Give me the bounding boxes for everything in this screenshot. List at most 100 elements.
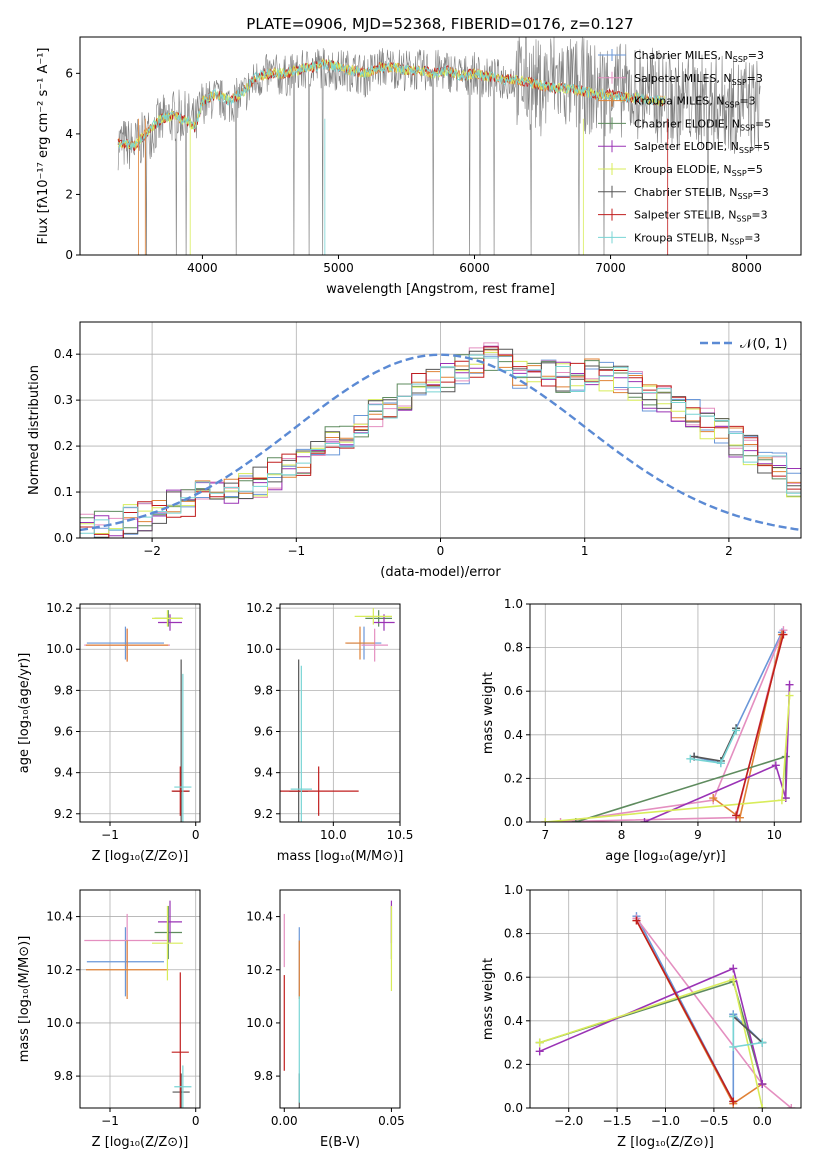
x-tick-label: −1.5	[603, 1114, 632, 1128]
legend-label: Kroupa ELODIE, N	[634, 163, 732, 176]
x-tick-label: 10	[767, 828, 782, 842]
weight-marker	[556, 818, 565, 822]
weight-line	[539, 967, 764, 1085]
weight-marker	[716, 759, 725, 768]
legend-suffix: =3	[748, 49, 764, 62]
legend-sub: SSP	[739, 146, 754, 155]
legend-entry: Salpeter ELODIE, NSSP=5	[634, 140, 770, 155]
weight-vs-z-panel: −2.0 −1.5 −1.0 −0.5 0.0 0.0 0.2 0.4 0.6 0.8 1.0 Z […	[481, 883, 802, 1150]
x-axis-label: E(B-V)	[320, 1135, 360, 1150]
mass-vs-z-panel: −1 0 9.8 10.0 10.2 10.4 Z [log₁₀(Z/Z⊙)] mass [l…	[17, 889, 201, 1150]
y-tick-label: 0.3	[54, 393, 73, 407]
residual-histogram	[80, 354, 801, 538]
legend-suffix: =3	[744, 231, 760, 244]
age-vs-z-panel: −1 0 9.2 9.4 9.6 9.8 10.0 10.2 Z [log₁₀(Z/Z⊙)] ag…	[17, 601, 201, 864]
y-tick-label: 0.8	[504, 927, 523, 941]
residuals-panel: −2 −1 0 1 2 0.0 0.1 0.2 0.3 0.4 (data-model)/error…	[27, 321, 802, 580]
weight-marker	[732, 726, 741, 735]
y-tick-label: 0.4	[504, 1014, 523, 1028]
legend-suffix: =3	[753, 186, 769, 199]
weight-marker	[771, 761, 780, 770]
x-tick-label: 4000	[187, 261, 218, 275]
weight-marker	[640, 818, 649, 822]
weight-marker	[729, 964, 738, 973]
x-tick-label: 10.0	[320, 828, 347, 842]
model-spectrum-line	[117, 58, 666, 152]
error-bars	[280, 608, 395, 822]
legend-label: Kroupa MILES, N	[634, 95, 724, 108]
y-tick-label: 0.2	[504, 1057, 523, 1071]
y-tick-label: 1.0	[504, 883, 523, 897]
error-bars	[84, 900, 192, 1108]
legend-suffix: =3	[739, 95, 755, 108]
weight-marker	[758, 1080, 767, 1089]
x-tick-label: 7000	[595, 261, 626, 275]
weight-marker	[758, 1104, 767, 1108]
x-axis-label: wavelength [Angstrom, rest frame]	[326, 282, 555, 297]
weight-vs-age-panel: 7 8 9 10 0.0 0.2 0.4 0.6 0.8 1.0 age [log₁₀(age/yr…	[481, 597, 802, 864]
axes-frame	[279, 889, 401, 1109]
y-tick-label: 0.6	[504, 684, 523, 698]
x-tick-label: 8	[618, 828, 626, 842]
axes-frame	[79, 889, 201, 1109]
spectrum-lines	[117, 37, 761, 255]
weight-line	[575, 755, 787, 822]
y-tick-label: 9.2	[54, 807, 73, 821]
legend-sub: SSP	[733, 55, 748, 64]
weight-line	[693, 631, 783, 765]
y-tick-label: 0.6	[504, 970, 523, 984]
legend-label: Chabrier ELODIE, N	[634, 117, 740, 130]
x-tick-label: 0	[192, 828, 200, 842]
x-tick-label: 2	[725, 544, 733, 558]
y-tick-label: 9.8	[54, 683, 73, 697]
y-tick-label: 10.4	[246, 910, 273, 924]
x-tick-label: 10.5	[387, 828, 414, 842]
weight-marker	[758, 1038, 767, 1047]
axes-frame	[79, 603, 201, 823]
weight-line	[539, 978, 764, 1108]
y-tick-label: 10.0	[246, 1016, 273, 1030]
weight-line	[635, 920, 735, 1102]
weight-marker	[686, 754, 695, 763]
residual-histogram	[80, 355, 801, 538]
y-tick-label: 9.2	[254, 807, 273, 821]
weight-marker	[729, 1097, 738, 1106]
weight-marker	[787, 1104, 796, 1108]
weight-line	[690, 730, 737, 764]
legend-suffix: =3	[751, 209, 767, 222]
y-tick-label: 6	[65, 66, 73, 80]
y-tick-label: 9.8	[54, 1069, 73, 1083]
y-tick-label: 10.2	[46, 963, 73, 977]
weight-marker	[632, 916, 641, 925]
y-tick-label: 9.6	[254, 725, 273, 739]
legend-label: Chabrier MILES, N	[634, 49, 733, 62]
legend-suffix: =5	[754, 140, 770, 153]
legend-label: Salpeter MILES, N	[634, 72, 732, 85]
y-axis-label: mass weight	[481, 958, 496, 1040]
weight-marker	[779, 630, 788, 639]
y-tick-label: 10.2	[246, 963, 273, 977]
legend-sub: SSP	[732, 169, 747, 178]
legend-entry: Chabrier MILES, NSSP=3	[634, 49, 764, 64]
x-tick-label: 0.00	[271, 1114, 298, 1128]
legend-entry: Kroupa MILES, NSSP=3	[634, 95, 756, 110]
y-tick-label: 10.0	[46, 1016, 73, 1030]
y-tick-label: 9.8	[254, 683, 273, 697]
axes-frame	[279, 603, 401, 823]
age-vs-mass-panel: 10.0 10.5 9.2 9.4 9.6 9.8 10.0 10.2 mass [log₁₀(…	[246, 601, 414, 864]
y-tick-label: 9.4	[254, 766, 273, 780]
weight-marker	[785, 691, 794, 700]
y-axis-label: Normed distribution	[27, 365, 42, 495]
histograms	[80, 342, 801, 538]
observed-spectrum-line	[117, 37, 761, 255]
x-tick-label: 7	[541, 828, 549, 842]
weight-line	[732, 1015, 763, 1044]
spectrum-panel: 4000 5000 6000 7000 8000 0 2 4 6 wavelength [Angs…	[36, 36, 802, 297]
legend-entry: Chabrier STELIB, NSSP=3	[634, 186, 769, 201]
legend-label: Salpeter ELODIE, N	[634, 140, 739, 153]
x-tick-label: 9	[694, 828, 702, 842]
y-tick-label: 0.4	[504, 728, 523, 742]
y-tick-label: 0.0	[504, 1101, 523, 1115]
legend-entry: Salpeter MILES, NSSP=3	[634, 72, 763, 87]
